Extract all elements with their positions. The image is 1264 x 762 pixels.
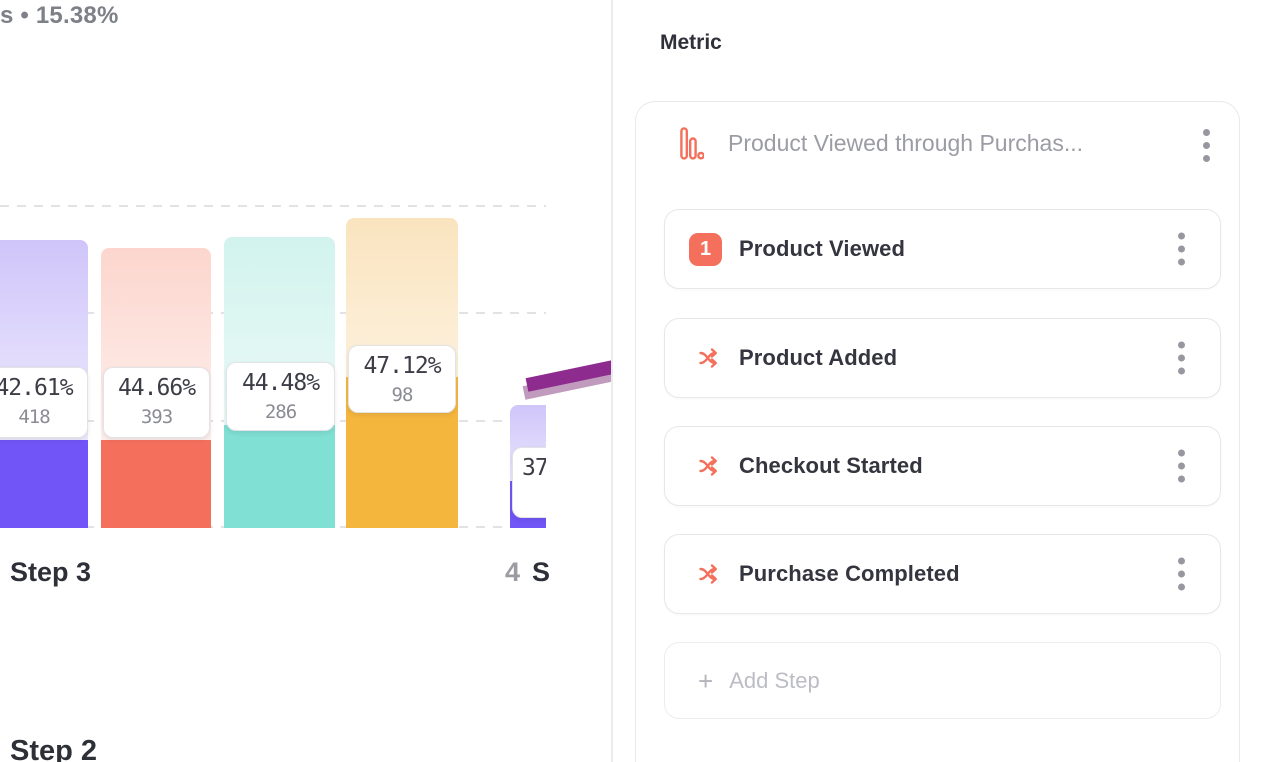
section-heading-step-2: Step 2: [10, 735, 98, 762]
bar-percent: 47.12%: [363, 353, 441, 379]
bar-percent: 44.48%: [241, 370, 320, 396]
bar-percent: 37: [522, 455, 546, 481]
metric-card-header[interactable]: Product Viewed through Purchas...: [636, 102, 1239, 182]
axis-label-step-3: Step 3: [10, 557, 92, 587]
bar-value-label: 42.61% 418: [0, 367, 88, 438]
shuffle-icon: [698, 346, 722, 370]
step-label: Purchase Completed: [739, 561, 960, 586]
bar-percent: 44.66%: [117, 375, 196, 401]
bar-solid-segment[interactable]: [0, 440, 88, 528]
bar-value-label: 47.12% 98: [348, 345, 456, 413]
bar-percent: 42.61%: [0, 375, 74, 401]
metric-card: Product Viewed through Purchas... 1 Prod…: [635, 101, 1240, 762]
conversion-summary-partial: s • 15.38%: [0, 2, 119, 29]
bar-solid-segment[interactable]: [101, 440, 211, 528]
add-step-button[interactable]: + Add Step: [664, 642, 1221, 719]
bar-solid-segment[interactable]: [224, 425, 335, 528]
bar-count: 418: [18, 406, 50, 428]
metric-kebab-menu-icon[interactable]: [1203, 129, 1210, 162]
add-step-label: Add Step: [729, 667, 820, 693]
funnel-chart-area: s • 15.38% 42.61% 418 44.66% 393 44.48% 286 47…: [0, 0, 612, 762]
shuffle-icon: [698, 454, 722, 478]
panel-heading: Metric: [660, 31, 722, 54]
gridline: [0, 205, 546, 207]
step-label: Checkout Started: [739, 453, 923, 478]
funnel-bars-icon: [680, 127, 705, 165]
bar-count: 393: [140, 406, 173, 428]
step-kebab-menu-icon[interactable]: [1178, 232, 1185, 266]
step-row-checkout-started[interactable]: Checkout Started: [664, 426, 1221, 506]
step-kebab-menu-icon[interactable]: [1178, 341, 1185, 375]
step-row-purchase-completed[interactable]: Purchase Completed: [664, 534, 1221, 614]
step-row-product-viewed[interactable]: 1 Product Viewed: [664, 209, 1221, 289]
bar-value-label: 44.66% 393: [103, 367, 210, 438]
step-kebab-menu-icon[interactable]: [1178, 449, 1185, 483]
bar-value-label: 37: [512, 447, 546, 518]
metric-panel: Metric Product Viewed through Purchas...: [613, 0, 1264, 762]
step-row-product-added[interactable]: Product Added: [664, 318, 1221, 398]
metric-title: Product Viewed through Purchas...: [728, 130, 1084, 156]
funnel-plot: 42.61% 418 44.66% 393 44.48% 286 47.12% 98 37: [0, 0, 546, 528]
bar-count: 286: [264, 401, 297, 423]
bar-value-label: 44.48% 286: [226, 362, 335, 431]
step-label: Product Added: [739, 345, 898, 370]
panel-divider: [611, 0, 613, 762]
step-kebab-menu-icon[interactable]: [1178, 557, 1185, 591]
shuffle-icon: [698, 562, 722, 586]
bar-count: 98: [391, 384, 414, 406]
step-label: Product Viewed: [739, 236, 906, 261]
step-number-badge: 1: [689, 232, 722, 266]
plus-icon: +: [698, 665, 714, 696]
